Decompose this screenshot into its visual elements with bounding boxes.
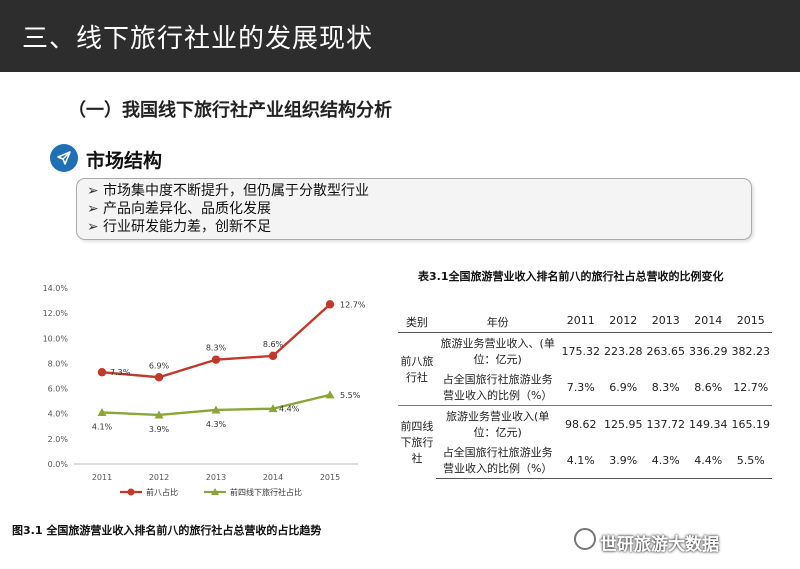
table-cell: 4.4% <box>686 442 730 479</box>
y-tick-label: 2.0% <box>48 435 69 444</box>
series-line <box>101 303 331 379</box>
table-item-cell: 旅游业务营业收入、(单位：亿元) <box>435 332 560 369</box>
y-tick-label: 4.0% <box>48 410 69 419</box>
x-tick-label: 2015 <box>320 473 340 482</box>
bullet-item: ➢ 产品向差异化、品质化发展 <box>87 201 271 217</box>
data-point <box>211 355 221 364</box>
table-item-cell: 占全国旅行社旅游业务营业收入的比例（%） <box>442 373 553 402</box>
y-tick-label: 12.0% <box>43 309 69 318</box>
bullet-box: ➢ 市场集中度不断提升，但仍属于分散型行业 ➢ 产品向差异化、品质化发展 ➢ 行业研发… <box>76 178 752 240</box>
data-point <box>154 410 164 419</box>
x-tick-label: 2014 <box>263 473 283 482</box>
bullet-item: ➢ 行业研发能力差，创新不足 <box>87 219 271 235</box>
arrow-icon: ➢ <box>87 183 99 199</box>
table-cell: 149.34 <box>686 405 730 442</box>
table-cell: 12.7% <box>733 380 769 394</box>
paper-plane-icon <box>50 144 78 172</box>
table-header-cell: 2015 <box>729 312 772 333</box>
legend-marker <box>211 488 219 495</box>
table-category-cell: 前八旅行社 <box>398 332 436 406</box>
table-header-cell: 年份 <box>435 312 560 333</box>
table-header-cell: 2014 <box>686 312 730 333</box>
arrow-icon: ➢ <box>87 219 99 235</box>
table-cell: 263.65 <box>644 332 687 369</box>
table-cell: 4.1% <box>559 442 602 479</box>
data-label: 8.3% <box>206 344 227 353</box>
table-cell: 98.62 <box>559 405 602 442</box>
data-point <box>97 407 107 416</box>
table-cell: 223.28 <box>601 332 645 369</box>
data-label: 7.3% <box>110 368 131 377</box>
table-cell: 137.72 <box>644 405 687 442</box>
table-item-cell: 旅游业务营业收入(单位：亿元) <box>435 405 560 442</box>
x-tick-label: 2011 <box>92 473 112 482</box>
y-tick-label: 14.0% <box>43 284 69 293</box>
legend-label: 前八占比 <box>146 487 178 497</box>
wechat-icon <box>574 528 596 550</box>
y-tick-label: 10.0% <box>43 334 69 343</box>
table-header-row: 类别 年份 2011 2012 2013 2014 2015 <box>398 312 772 333</box>
data-label: 3.9% <box>149 425 170 434</box>
table-cell: 4.3% <box>644 442 687 479</box>
table-cell: 8.3% <box>651 380 680 394</box>
table-cell: 125.95 <box>601 405 645 442</box>
data-point <box>211 405 221 414</box>
data-point <box>97 368 107 377</box>
data-label: 8.6% <box>263 340 284 349</box>
table-header-cell: 2011 <box>559 312 602 333</box>
header-bar: 三、线下旅行社业的发展现状 <box>0 0 800 72</box>
bullet-item: ➢ 市场集中度不断提升，但仍属于分散型行业 <box>87 183 369 199</box>
data-label: 4.3% <box>206 420 227 429</box>
line-chart: 0.0% 2.0% 4.0% 6.0% 8.0% 10.0% 12.0% 14.0% 2011 2… <box>28 278 368 506</box>
table-cell: 3.9% <box>601 442 645 479</box>
line-chart-svg: 0.0% 2.0% 4.0% 6.0% 8.0% 10.0% 12.0% 14.0% 2011 2… <box>43 284 366 497</box>
data-label: 4.1% <box>92 422 113 431</box>
y-tick-label: 0.0% <box>48 460 69 469</box>
table-header-cell: 类别 <box>398 312 436 333</box>
table-cell: 175.32 <box>559 332 602 369</box>
legend-label: 前四线下旅行社占比 <box>230 487 302 497</box>
data-label: 6.9% <box>149 361 170 370</box>
chart-caption: 图3.1 全国旅游营业收入排名前八的旅行社占总营收的占比趋势 <box>12 524 322 537</box>
data-label: 5.5% <box>340 391 361 400</box>
table-row: 占全国旅行社旅游业务营业收入的比例（%） 4.1% 3.9% 4.3% 4.4%… <box>398 442 772 479</box>
data-label: 12.7% <box>340 300 366 309</box>
x-tick-label: 2012 <box>149 473 169 482</box>
page-title: 三、线下旅行社业的发展现状 <box>22 24 374 54</box>
watermark: 世研旅游大数据 <box>600 535 719 555</box>
table-cell: 382.23 <box>729 332 772 369</box>
table-cell: 8.6% <box>694 380 723 394</box>
table-row: 前八旅行社 旅游业务营业收入、(单位：亿元) 175.32 223.28 263… <box>398 332 772 406</box>
table-item-cell: 占全国旅行社旅游业务营业收入的比例（%） <box>435 442 560 479</box>
table-row: 占全国旅行社旅游业务营业收入的比例（%） 7.3% 6.9% 8.3% 8.6%… <box>398 369 772 406</box>
table-category-cell: 前四线下旅行社 <box>398 405 436 479</box>
y-tick-label: 6.0% <box>48 385 69 394</box>
data-point <box>154 373 164 382</box>
table-cell: 6.9% <box>609 380 638 394</box>
table-cell: 7.3% <box>566 380 595 394</box>
data-point <box>268 404 278 413</box>
arrow-icon: ➢ <box>87 201 99 217</box>
data-point <box>325 300 335 309</box>
table-header-cell: 2012 <box>601 312 645 333</box>
data-point <box>268 351 278 361</box>
legend-marker <box>127 488 135 496</box>
table-row: 前四线下旅行社 旅游业务营业收入(单位：亿元) 98.62 125.95 137… <box>398 405 772 479</box>
y-tick-label: 8.0% <box>48 359 69 368</box>
table-caption: 表3.1全国旅游营业收入排名前八的旅行社占总营收的比例变化 <box>418 270 724 283</box>
data-point <box>325 390 335 399</box>
x-tick-label: 2013 <box>206 473 226 482</box>
table-cell: 5.5% <box>729 442 772 479</box>
table-cell: 336.29 <box>686 332 730 369</box>
table-header-cell: 2013 <box>644 312 687 333</box>
section-subtitle: （一）我国线下旅行社产业组织结构分析 <box>68 100 392 121</box>
section-heading: 市场结构 <box>86 150 163 172</box>
data-table: 类别 年份 2011 2012 2013 2014 2015 前八旅行社 旅游业… <box>398 312 772 479</box>
table-cell: 165.19 <box>729 405 772 442</box>
data-label: 4.4% <box>279 405 300 414</box>
